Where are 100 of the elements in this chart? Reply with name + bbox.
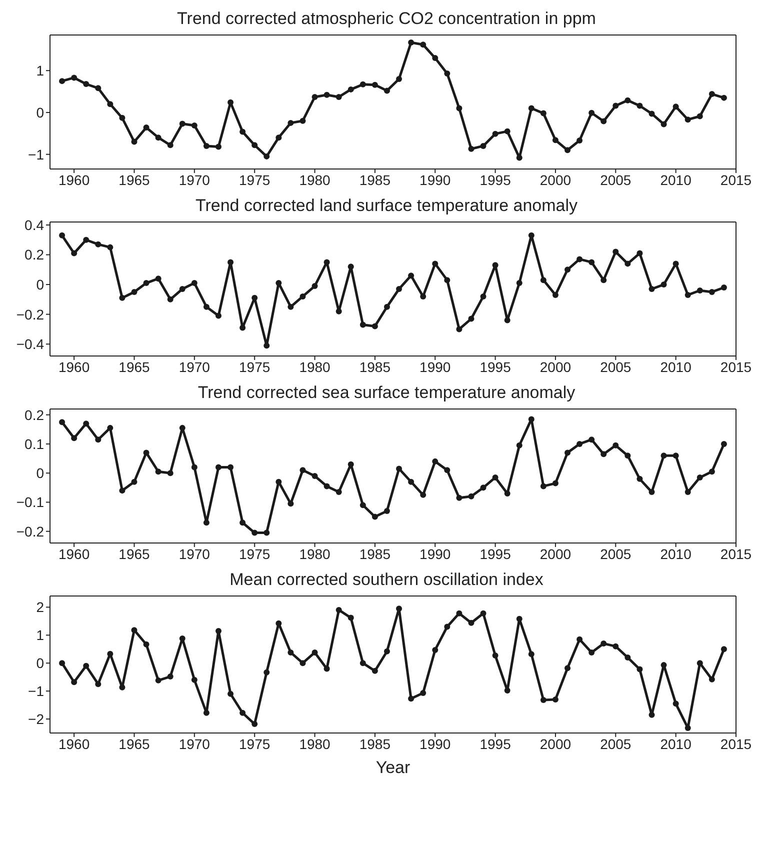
x-tick-label: 1960 <box>58 358 90 375</box>
point <box>684 292 691 298</box>
point <box>228 690 234 697</box>
point <box>372 82 378 88</box>
point <box>396 466 402 472</box>
x-tick-label: 1995 <box>480 172 512 188</box>
x-tick-label: 1985 <box>359 546 391 562</box>
y-tick-label: −0.4 <box>16 336 44 352</box>
point <box>252 530 258 536</box>
point <box>432 260 438 267</box>
x-tick-label: 2010 <box>660 172 692 188</box>
y-tick-label: 0 <box>36 104 44 120</box>
point <box>143 450 150 456</box>
point <box>528 232 534 238</box>
point <box>203 304 210 310</box>
point <box>131 288 138 295</box>
point <box>720 440 727 447</box>
point <box>312 94 318 100</box>
point <box>552 696 558 702</box>
y-tick-label: 0 <box>36 465 44 482</box>
point <box>191 464 198 470</box>
x-tick-label: 2015 <box>720 736 752 752</box>
point <box>636 666 643 672</box>
x-tick-label: 2000 <box>540 358 572 375</box>
point <box>624 260 631 267</box>
x-tick-label: 1970 <box>178 736 210 752</box>
point <box>720 94 727 101</box>
point <box>264 342 270 349</box>
point <box>708 468 715 475</box>
point <box>456 494 462 501</box>
point <box>372 514 378 520</box>
point <box>288 649 294 656</box>
x-tick-label: 1990 <box>420 172 451 188</box>
point <box>480 610 486 616</box>
point <box>660 282 667 288</box>
point <box>288 500 294 507</box>
point <box>576 138 583 144</box>
x-axis-title: Year <box>376 758 411 777</box>
point <box>228 464 234 470</box>
point <box>312 649 318 656</box>
y-tick-label: 1 <box>36 62 44 79</box>
x-tick-label: 1960 <box>58 736 90 752</box>
point <box>348 614 354 621</box>
point <box>240 324 246 331</box>
point <box>107 424 114 431</box>
point <box>71 250 78 256</box>
point <box>119 114 126 121</box>
point <box>252 721 258 728</box>
x-tick-label: 1970 <box>178 546 210 562</box>
point <box>396 286 402 292</box>
point <box>696 287 703 294</box>
y-tick-label: 0.2 <box>24 406 44 423</box>
y-tick-label: −2 <box>28 710 44 727</box>
point <box>576 636 583 642</box>
x-tick-label: 1980 <box>299 736 331 752</box>
point <box>624 452 631 459</box>
x-tick-label: 1970 <box>178 172 210 188</box>
point <box>300 118 306 124</box>
point <box>131 138 138 145</box>
y-tick-label: 0.1 <box>24 436 44 452</box>
point <box>696 113 703 120</box>
point <box>660 452 667 459</box>
x-tick-label: 1990 <box>420 736 451 752</box>
point <box>83 662 90 669</box>
point <box>684 116 691 123</box>
point <box>240 128 246 135</box>
point <box>252 142 258 148</box>
point <box>143 280 150 286</box>
point <box>720 646 727 652</box>
point <box>179 636 186 642</box>
point <box>540 110 546 116</box>
point <box>420 42 426 48</box>
point <box>456 610 462 616</box>
point <box>336 489 342 496</box>
point <box>444 624 450 630</box>
point <box>215 312 222 319</box>
point <box>143 124 150 131</box>
y-tick-label: −0.2 <box>16 306 44 322</box>
x-tick-label: 2000 <box>540 546 572 562</box>
point <box>612 442 619 448</box>
x-tick-label: 1980 <box>299 546 331 562</box>
point <box>300 293 306 300</box>
y-tick-label: −0.2 <box>16 523 44 540</box>
point <box>167 470 174 476</box>
x-tick-label: 1980 <box>299 358 331 375</box>
point <box>420 492 426 498</box>
point <box>276 620 282 626</box>
point <box>155 677 162 684</box>
point <box>336 94 342 100</box>
point <box>167 674 174 680</box>
x-tick-label: 1960 <box>58 172 90 188</box>
chart-title: Trend corrected atmospheric CO2 concentration in ppm <box>176 8 597 30</box>
point <box>564 450 571 456</box>
point <box>107 101 114 108</box>
point <box>432 55 438 62</box>
y-tick-label: −0.1 <box>16 494 44 510</box>
point <box>324 483 330 490</box>
point <box>119 488 126 494</box>
point <box>636 476 643 482</box>
point <box>95 85 102 92</box>
